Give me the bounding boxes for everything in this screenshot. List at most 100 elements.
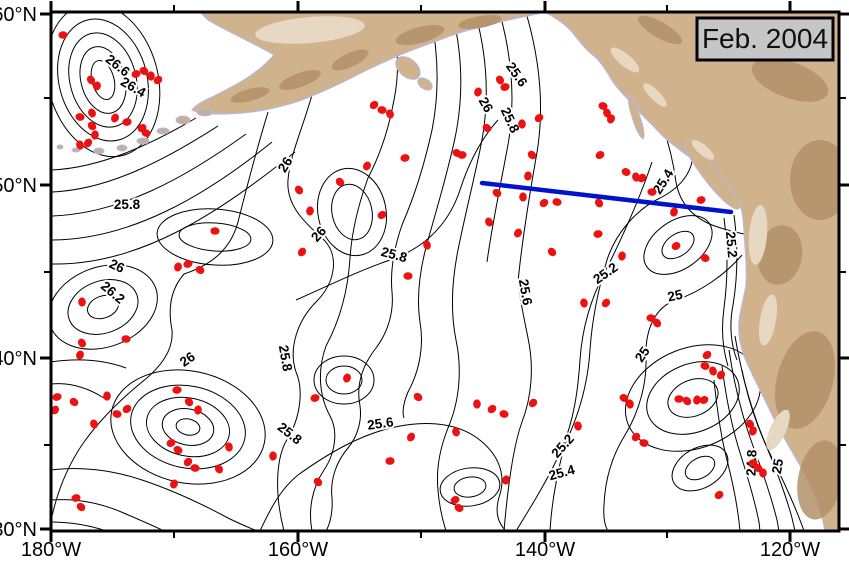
float-dot xyxy=(77,338,87,348)
float-dot xyxy=(363,161,371,171)
contour-label: 25 xyxy=(666,287,684,305)
float-dot xyxy=(112,410,122,418)
float-dot xyxy=(595,150,605,160)
float-dot xyxy=(450,496,460,504)
float-dot xyxy=(310,394,320,402)
float-dot xyxy=(637,173,647,183)
x-axis-tick-label: 140°W xyxy=(515,539,575,561)
y-axis-tick-label: 40°N xyxy=(0,348,37,370)
y-axis-tick-label: 60°N xyxy=(0,4,37,26)
float-dot xyxy=(194,405,202,415)
contour-label: 25.8 xyxy=(276,344,295,373)
float-dot xyxy=(174,262,182,272)
float-dot xyxy=(78,297,86,307)
float-dot xyxy=(210,227,220,235)
x-axis-tick-label: 120°W xyxy=(760,539,820,561)
float-dot xyxy=(474,87,482,97)
float-dot xyxy=(495,75,505,85)
contour-label: 25 xyxy=(769,457,786,475)
float-dot xyxy=(297,247,307,257)
float-dot xyxy=(377,210,387,220)
float-dot xyxy=(225,442,233,452)
float-dot xyxy=(306,206,314,216)
float-dot xyxy=(93,81,101,91)
float-dot xyxy=(499,410,509,418)
float-dot xyxy=(502,475,510,485)
float-dot xyxy=(86,75,96,85)
float-dot xyxy=(621,168,631,176)
float-dot xyxy=(519,192,527,202)
float-dot xyxy=(574,421,582,431)
float-dot xyxy=(709,366,717,376)
float-dot xyxy=(111,113,119,123)
float-dot xyxy=(700,254,710,262)
date-badge-label: Feb. 2004 xyxy=(702,23,828,54)
y-axis-tick-label: 30°N xyxy=(0,519,37,541)
terrain-relief-dark xyxy=(230,14,838,520)
float-dot xyxy=(294,185,304,195)
contour-ring-bottomcenter xyxy=(439,467,501,507)
float-dot xyxy=(647,188,657,196)
float-dot xyxy=(674,395,684,403)
float-dot xyxy=(413,392,423,402)
kodiak-island xyxy=(395,56,433,91)
float-dot xyxy=(122,118,132,126)
float-dot xyxy=(76,350,84,360)
float-dot xyxy=(76,140,84,150)
float-dot xyxy=(487,404,497,414)
float-dot xyxy=(343,373,351,383)
float-dot xyxy=(631,432,641,442)
float-dot xyxy=(403,272,413,280)
contour-label: 25.6 xyxy=(516,278,535,307)
float-dot xyxy=(377,106,387,114)
float-dot xyxy=(214,464,224,474)
land-layer xyxy=(56,13,838,530)
float-dot xyxy=(88,108,96,118)
float-dot xyxy=(670,207,678,217)
float-dot xyxy=(492,188,502,198)
contour-high-leftmid xyxy=(52,264,158,350)
float-dot xyxy=(618,251,626,261)
float-dot xyxy=(696,196,706,204)
float-dot xyxy=(423,240,431,250)
float-dot xyxy=(173,446,183,454)
contour-open-lines xyxy=(52,13,805,530)
float-dot xyxy=(528,398,538,408)
float-positions-layer xyxy=(52,31,767,512)
date-badge: Feb. 2004 xyxy=(695,16,835,62)
x-axis-tick-label: 160°W xyxy=(268,539,328,561)
float-dot xyxy=(598,102,608,110)
float-dot xyxy=(269,451,277,461)
float-dot xyxy=(527,150,537,160)
float-dot xyxy=(122,404,132,414)
vancouver-island xyxy=(684,139,741,210)
contour-label: 25.2 xyxy=(723,231,740,258)
contour-ring-center xyxy=(313,355,375,405)
float-dot xyxy=(83,138,93,148)
float-dot xyxy=(485,217,493,227)
contour-high-bottomleft xyxy=(110,369,266,485)
float-dot xyxy=(671,242,681,250)
float-dot xyxy=(195,265,205,275)
float-dot xyxy=(714,490,724,500)
float-dot xyxy=(716,370,726,380)
float-dot xyxy=(190,464,200,472)
float-dot xyxy=(52,405,60,415)
float-dot xyxy=(131,70,141,78)
float-dot xyxy=(454,504,464,512)
float-dot xyxy=(172,386,182,394)
float-dot xyxy=(473,399,481,409)
float-dot xyxy=(547,247,557,257)
density-contour-lines-layer xyxy=(52,13,805,530)
float-dot xyxy=(400,154,410,162)
float-dot xyxy=(500,83,510,91)
float-dot xyxy=(759,468,767,478)
float-dot xyxy=(457,151,467,159)
float-dot xyxy=(513,228,523,238)
float-dot xyxy=(482,123,492,133)
float-dot xyxy=(702,350,712,360)
float-dot xyxy=(518,119,526,129)
float-dot xyxy=(385,457,395,465)
